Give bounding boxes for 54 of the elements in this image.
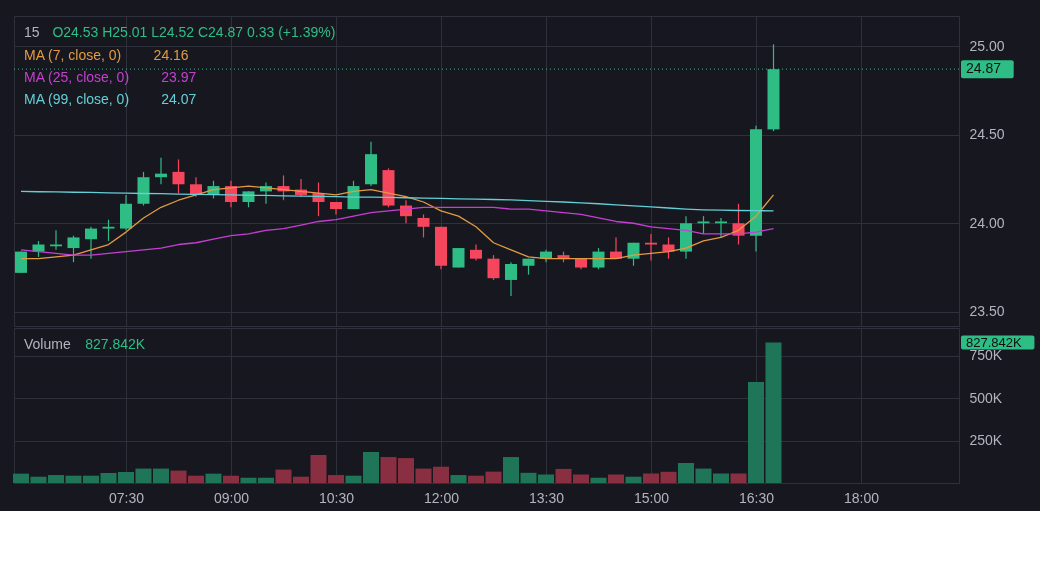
annotation: O24.53 H25.01 L24.52 C24.87 0.33 (+1.39%): [52, 24, 336, 40]
candlestick: [85, 226, 97, 260]
bar: [765, 342, 782, 483]
x-tick-label: 07:30: [108, 489, 145, 506]
y-tick-label: 500K: [969, 389, 1003, 406]
x-tick-label: 13:30: [528, 489, 565, 506]
candlestick: [172, 158, 185, 194]
bar: [503, 457, 519, 483]
x-tick-label: 10:30: [318, 489, 355, 506]
candlestick: [487, 254, 500, 281]
bar: [730, 473, 747, 483]
bar: [625, 476, 642, 483]
candlestick: [715, 217, 727, 239]
ref-line-label: 24.87: [966, 60, 1002, 77]
text: 827.842K: [966, 334, 1022, 350]
bar: [485, 471, 502, 483]
bar: [13, 473, 29, 483]
candlestick: [417, 213, 430, 239]
bar: [205, 473, 222, 483]
annotation: 827.842K: [85, 336, 146, 352]
x-tick-label: 16:30: [738, 489, 775, 506]
bar: [468, 475, 484, 483]
y-tick-label: 24.50: [969, 126, 1005, 143]
annotation: 23.97: [161, 69, 197, 85]
bar: [643, 473, 659, 483]
x-tick-label: 12:00: [423, 489, 460, 506]
x-tick-label: 15:00: [633, 489, 670, 506]
bar: [608, 474, 624, 483]
x-tick-label: 09:00: [213, 489, 250, 506]
bar: [450, 475, 467, 483]
text: 15: [24, 24, 40, 40]
annotation: 24.07: [161, 91, 197, 107]
text: MA (25, close, 0): [24, 69, 130, 85]
bar: [748, 381, 764, 483]
candlestick: [505, 261, 517, 297]
annotation: 24.16: [153, 47, 189, 63]
bar: [660, 471, 677, 483]
text: MA (7, close, 0): [24, 47, 122, 63]
y-tick-label: 23.50: [969, 303, 1005, 320]
candlestick: [102, 219, 115, 242]
candlestick: [67, 235, 80, 263]
bar: [678, 462, 694, 483]
y-tick-label: 24.00: [969, 214, 1005, 231]
text: MA (99, close, 0): [24, 91, 130, 107]
line-series: [20, 206, 775, 256]
y-tick-label: 250K: [969, 432, 1003, 449]
y-tick-label: 25.00: [969, 37, 1005, 54]
x-tick-label: 18:00: [843, 489, 880, 506]
y-tick-label: 750K: [969, 347, 1003, 364]
text: Volume: [24, 336, 71, 352]
candlestick: [452, 247, 465, 269]
bar: [590, 477, 607, 483]
candlestick: [645, 233, 657, 262]
bar: [223, 475, 239, 483]
